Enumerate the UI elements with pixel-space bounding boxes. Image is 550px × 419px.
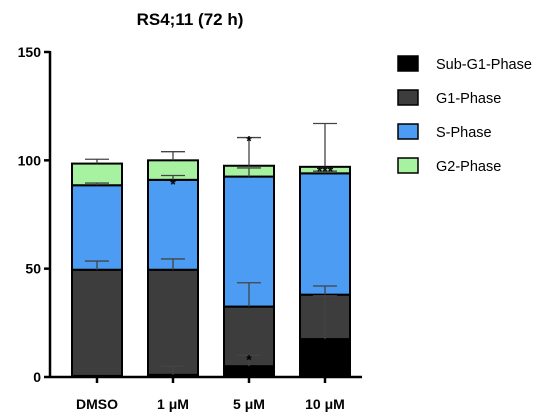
- legend-swatch: [397, 55, 419, 72]
- bar-segment: [71, 184, 123, 271]
- significance-marker: ***: [317, 163, 334, 179]
- y-tick-label: 150: [18, 44, 42, 60]
- legend-label: G1-Phase: [436, 91, 501, 107]
- x-tick-label: 10 μM: [305, 396, 345, 412]
- significance-marker: *: [246, 133, 252, 149]
- bar-segment: [299, 338, 351, 379]
- y-tick-label: 0: [33, 369, 41, 385]
- legend-label: S-Phase: [436, 125, 492, 141]
- bar-segment: [71, 268, 123, 377]
- x-tick-label: 1 μM: [157, 396, 189, 412]
- x-tick-label: 5 μM: [233, 396, 265, 412]
- bar-segment: [299, 172, 351, 296]
- error-bars: [85, 122, 337, 375]
- bar-segment: [71, 162, 123, 187]
- legend: Sub-G1-Phase G1-Phase S-Phase G2-Phase: [397, 55, 532, 175]
- bar-segment: [147, 178, 199, 271]
- significance-marker: *: [170, 176, 176, 192]
- y-tick-label: 100: [18, 152, 42, 168]
- legend-swatch: [397, 89, 419, 106]
- bars: [71, 159, 351, 379]
- significance-marker: *: [246, 351, 252, 367]
- chart-title: RS4;11 (72 h): [137, 10, 244, 29]
- legend-label: Sub-G1-Phase: [436, 57, 532, 73]
- significance-annotations: ******: [170, 133, 333, 368]
- x-tick-label: DMSO: [76, 396, 118, 412]
- legend-swatch: [397, 157, 419, 174]
- bar-segment: [223, 365, 275, 378]
- bar-segment: [147, 268, 199, 376]
- legend-swatch: [397, 123, 419, 140]
- legend-label: G2-Phase: [436, 159, 501, 175]
- y-tick-label: 50: [25, 261, 41, 277]
